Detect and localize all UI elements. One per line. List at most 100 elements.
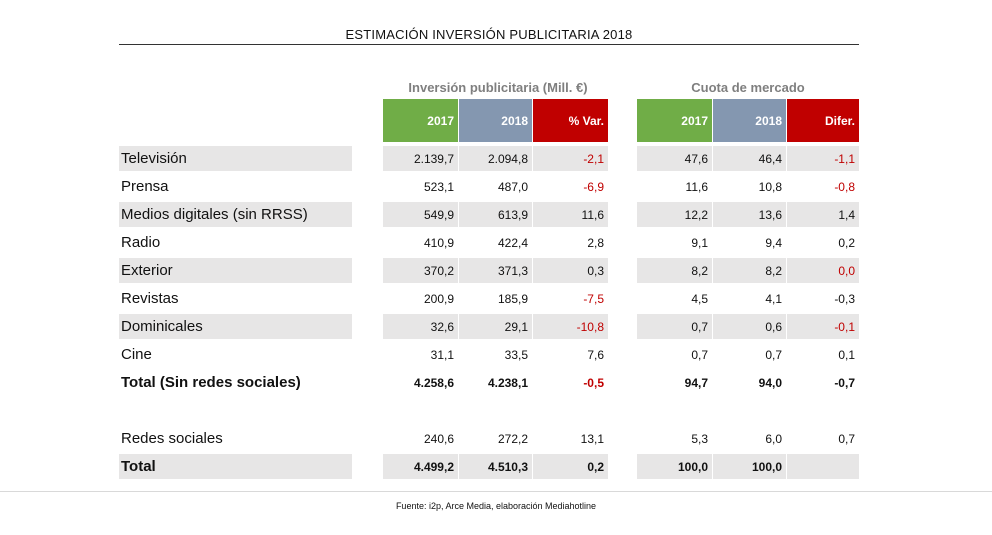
cell-inv-var: 13,1 (580, 431, 604, 446)
cell-inv-2017: 370,2 (383, 258, 458, 283)
table-row: Televisión 2.139,7 2.094,8 -2,1 47,6 46,4 -1,1 (0, 146, 992, 171)
title-divider (119, 44, 859, 45)
cell-inv-2017: 2.139,7 (383, 146, 458, 171)
table-row: Dominicales 32,6 29,1 -10,8 0,7 0,6 -0,1 (0, 314, 992, 339)
cell-cuota-2017: 5,3 (691, 431, 708, 446)
header-inv-var: % Var. (533, 99, 608, 142)
cell-inv-2018: 4.238,1 (487, 375, 528, 390)
cell-inv-var: -2,1 (533, 146, 608, 171)
cell-inv-var: 2,8 (587, 235, 604, 250)
cell-cuota-2017: 94,7 (684, 375, 708, 390)
footer-divider (0, 491, 992, 492)
header-cuota-2018: 2018 (713, 99, 786, 142)
table-row: Total (Sin redes sociales) 4.258,6 4.238,1… (0, 370, 992, 395)
cell-inv-2018: 487,0 (497, 179, 528, 194)
cell-cuota-2017: 12,2 (637, 202, 712, 227)
cell-cuota-2018: 0,7 (765, 347, 782, 362)
cell-inv-2018: 2.094,8 (459, 146, 532, 171)
cell-cuota-2017: 11,6 (685, 179, 708, 194)
cell-inv-2018: 371,3 (459, 258, 532, 283)
page-title: ESTIMACIÓN INVERSIÓN PUBLICITARIA 2018 (345, 27, 633, 42)
cell-cuota-2017: 9,1 (691, 235, 708, 250)
cell-cuota-dif: -1,1 (787, 146, 859, 171)
cell-cuota-dif: -0,8 (834, 179, 855, 194)
row-label: Dominicales (119, 314, 352, 339)
group-inversion-label: Inversión publicitaria (Mill. €) (408, 80, 588, 95)
cell-cuota-2017: 100,0 (637, 454, 712, 479)
cell-inv-2017: 31,1 (430, 347, 454, 362)
cell-cuota-2017: 4,5 (691, 291, 708, 306)
cell-cuota-dif: -0,1 (787, 314, 859, 339)
header-cuota-dif: Difer. (787, 99, 859, 142)
cell-inv-2017: 32,6 (383, 314, 458, 339)
row-label: Cine (121, 346, 152, 363)
cell-cuota-dif: 0,0 (787, 258, 859, 283)
table-row: Revistas 200,9 185,9 -7,5 4,5 4,1 -0,3 (0, 286, 992, 311)
row-label: Revistas (121, 290, 179, 307)
cell-inv-2017: 410,9 (423, 235, 454, 250)
cell-inv-2017: 4.258,6 (413, 375, 454, 390)
cell-inv-2018: 29,1 (459, 314, 532, 339)
row-label: Redes sociales (121, 430, 223, 447)
cell-cuota-2018: 10,8 (758, 179, 782, 194)
row-label: Total (Sin redes sociales) (121, 374, 301, 391)
cell-inv-2017: 240,6 (423, 431, 454, 446)
row-label: Total (119, 454, 352, 479)
cell-cuota-dif (787, 454, 859, 479)
cell-cuota-2018: 8,2 (713, 258, 786, 283)
cell-cuota-2017: 0,7 (691, 347, 708, 362)
cell-cuota-dif: -0,7 (834, 375, 855, 390)
cell-inv-2017: 4.499,2 (383, 454, 458, 479)
cell-inv-2017: 549,9 (383, 202, 458, 227)
cell-cuota-2018: 100,0 (713, 454, 786, 479)
table-row: Prensa 523,1 487,0 -6,9 11,6 10,8 -0,8 (0, 174, 992, 199)
cell-inv-var: 11,6 (533, 202, 608, 227)
row-label: Exterior (119, 258, 352, 283)
cell-inv-var: -10,8 (533, 314, 608, 339)
cell-inv-2018: 33,5 (504, 347, 528, 362)
cell-cuota-2018: 94,0 (758, 375, 782, 390)
row-label: Televisión (119, 146, 352, 171)
cell-cuota-2018: 13,6 (713, 202, 786, 227)
cell-inv-var: 0,2 (533, 454, 608, 479)
cell-inv-var: 0,3 (533, 258, 608, 283)
header-inv-2018: 2018 (459, 99, 532, 142)
header-inv-2017: 2017 (383, 99, 458, 142)
source-note: Fuente: i2p, Arce Media, elaboración Med… (395, 501, 597, 511)
cell-cuota-2017: 0,7 (637, 314, 712, 339)
cell-inv-2018: 422,4 (497, 235, 528, 250)
cell-inv-var: -7,5 (583, 291, 604, 306)
cell-cuota-2017: 47,6 (637, 146, 712, 171)
cell-cuota-2017: 8,2 (637, 258, 712, 283)
table-row: Medios digitales (sin RRSS) 549,9 613,9 11,… (0, 202, 992, 227)
cell-cuota-2018: 4,1 (765, 291, 782, 306)
cell-inv-var: -0,5 (583, 375, 604, 390)
table-row: Radio 410,9 422,4 2,8 9,1 9,4 0,2 (0, 230, 992, 255)
header-cuota-2017: 2017 (637, 99, 712, 142)
cell-inv-2017: 200,9 (423, 291, 454, 306)
cell-inv-var: -6,9 (583, 179, 604, 194)
row-label: Radio (121, 234, 161, 251)
table-row: Cine 31,1 33,5 7,6 0,7 0,7 0,1 (0, 342, 992, 367)
cell-cuota-dif: 0,2 (838, 235, 855, 250)
row-label: Prensa (121, 178, 169, 195)
cell-inv-2018: 613,9 (459, 202, 532, 227)
cell-inv-2018: 4.510,3 (459, 454, 532, 479)
table-row: Redes sociales 240,6 272,2 13,1 5,3 6,0 0,7 (0, 426, 992, 451)
cell-cuota-2018: 6,0 (765, 431, 782, 446)
table-row: Total 4.499,2 4.510,3 0,2 100,0 100,0 (0, 454, 992, 479)
cell-cuota-2018: 46,4 (713, 146, 786, 171)
table-row: Exterior 370,2 371,3 0,3 8,2 8,2 0,0 (0, 258, 992, 283)
cell-inv-2018: 272,2 (497, 431, 528, 446)
cell-cuota-dif: -0,3 (834, 291, 855, 306)
cell-inv-2017: 523,1 (423, 179, 454, 194)
cell-cuota-2018: 9,4 (765, 235, 782, 250)
cell-inv-var: 7,6 (587, 347, 604, 362)
group-cuota-label: Cuota de mercado (691, 80, 805, 95)
cell-inv-2018: 185,9 (497, 291, 528, 306)
cell-cuota-dif: 0,1 (838, 347, 855, 362)
row-label: Medios digitales (sin RRSS) (119, 202, 352, 227)
cell-cuota-dif: 1,4 (787, 202, 859, 227)
cell-cuota-2018: 0,6 (713, 314, 786, 339)
cell-cuota-dif: 0,7 (838, 431, 855, 446)
